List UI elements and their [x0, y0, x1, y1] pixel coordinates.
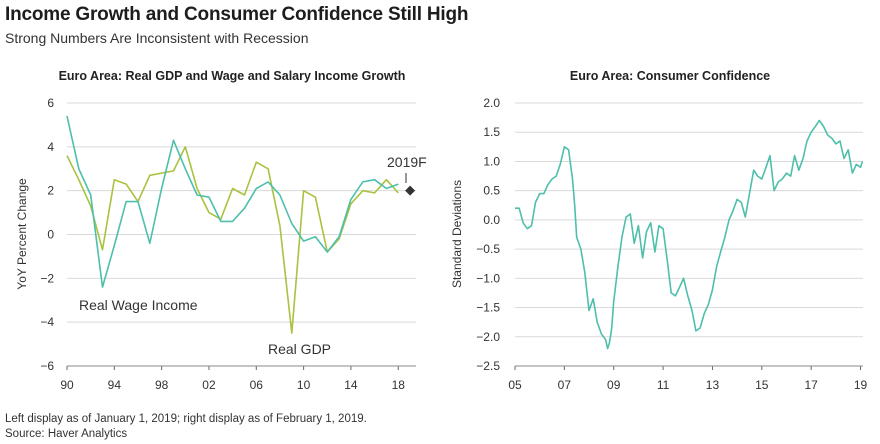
left-chart-y-tick-label: −6: [40, 359, 54, 373]
left-chart-x-tick-label: 98: [155, 378, 169, 392]
footnote-display-dates: Left display as of January 1, 2019; righ…: [5, 413, 367, 425]
left-chart-y-tick-label: 2: [47, 184, 54, 198]
left-chart-x-ticks: 90 94 98 02 06 10 14 18: [60, 365, 416, 392]
footnotes: Left display as of January 1, 2019; righ…: [5, 412, 367, 442]
left-chart-x-tick-label: 10: [297, 378, 311, 392]
left-chart-y-tick-label: 0: [47, 228, 54, 242]
left-chart-x-tick-label: 18: [392, 378, 406, 392]
left-chart-y-tick-label: −2: [40, 271, 54, 285]
page-title: Income Growth and Consumer Confidence St…: [5, 4, 469, 25]
forecast-2019-diamond: [405, 185, 416, 196]
footnote-source: Source: Haver Analytics: [5, 428, 128, 440]
real-gdp-line: [66, 146, 399, 334]
left-chart-x-tick-label: 90: [60, 378, 74, 392]
forecast-2019-label: 2019F: [387, 154, 427, 170]
real-wage-income-line: [66, 115, 399, 288]
left-chart-y-axis-label: YoY Percent Change: [15, 178, 29, 290]
left-chart-title: Euro Area: Real GDP and Wage and Salary …: [59, 69, 406, 83]
left-chart-x-tick-label: 06: [250, 378, 264, 392]
real-wage-income-label: Real Wage Income: [79, 297, 198, 313]
left-chart-y-ticks: 6 4 2 0 −2 −4 −6: [40, 96, 54, 373]
left-chart-gridlines: [67, 102, 416, 367]
left-chart-y-tick-label: 6: [47, 96, 54, 110]
left-chart-y-tick-label: −4: [40, 315, 54, 329]
real-gdp-label: Real GDP: [268, 341, 331, 357]
left-chart-x-tick-label: 94: [108, 378, 122, 392]
forecast-2019-marker: [405, 185, 416, 196]
left-chart-series: [66, 115, 399, 334]
left-chart-x-tick-label: 14: [344, 378, 358, 392]
page-subtitle: Strong Numbers Are Inconsistent with Rec…: [5, 30, 309, 46]
left-chart-x-tick-label: 02: [202, 378, 216, 392]
left-chart-y-tick-label: 4: [47, 140, 54, 154]
